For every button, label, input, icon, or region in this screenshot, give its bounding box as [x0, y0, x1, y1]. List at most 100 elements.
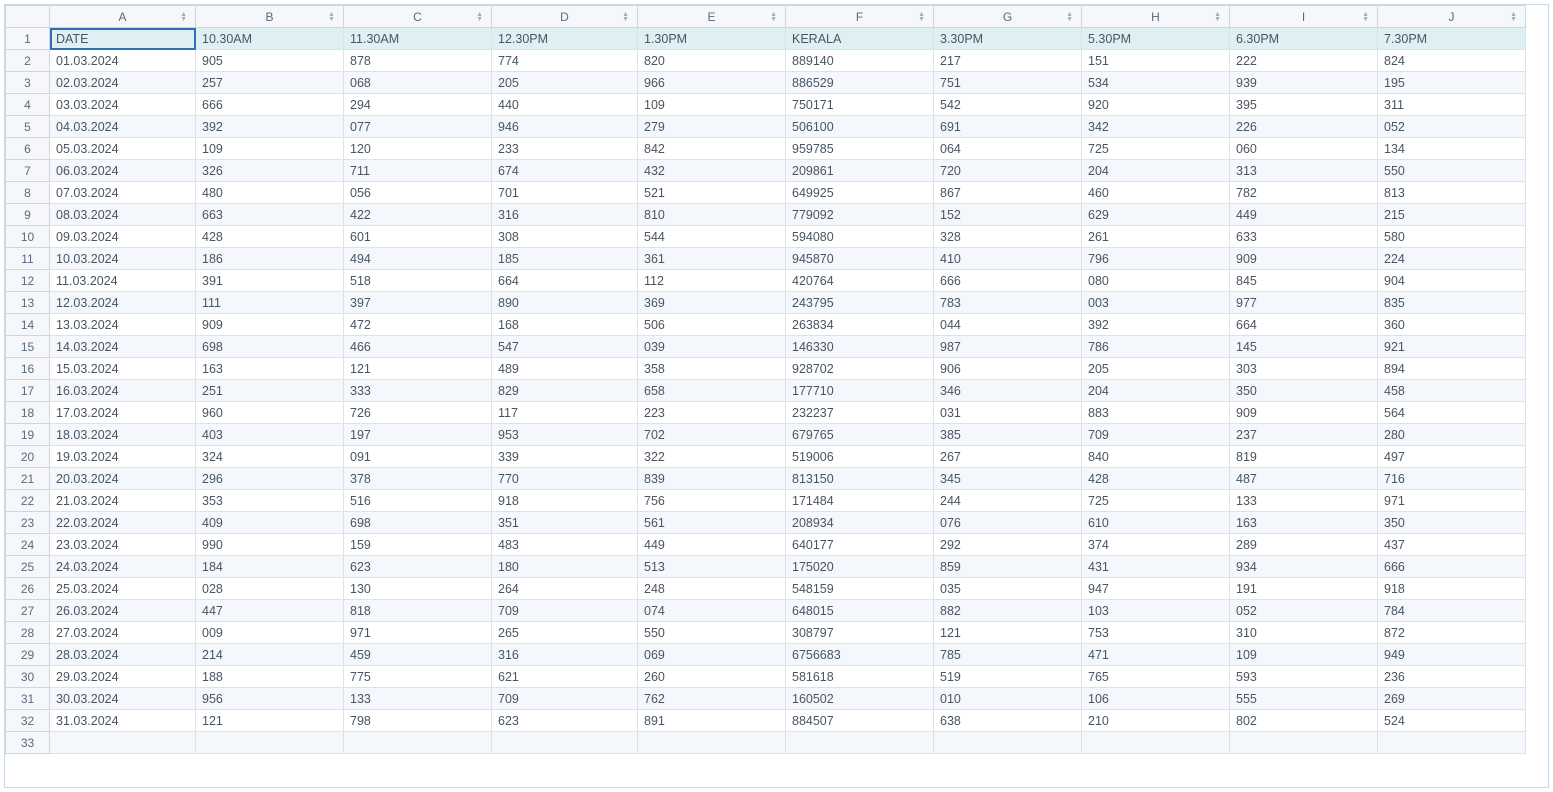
cell-H6[interactable]: 725 — [1082, 138, 1230, 160]
cell-H29[interactable]: 471 — [1082, 644, 1230, 666]
cell-I11[interactable]: 909 — [1230, 248, 1378, 270]
cell-F29[interactable]: 6756683 — [786, 644, 934, 666]
row-header-27[interactable]: 27 — [6, 600, 50, 622]
cell-J1[interactable]: 7.30PM — [1378, 28, 1526, 50]
cell-D31[interactable]: 709 — [492, 688, 638, 710]
cell-D4[interactable]: 440 — [492, 94, 638, 116]
cell-G21[interactable]: 345 — [934, 468, 1082, 490]
cell-B28[interactable]: 009 — [196, 622, 344, 644]
cell-C9[interactable]: 422 — [344, 204, 492, 226]
cell-C14[interactable]: 472 — [344, 314, 492, 336]
cell-D16[interactable]: 489 — [492, 358, 638, 380]
row-header-18[interactable]: 18 — [6, 402, 50, 424]
cell-E33[interactable] — [638, 732, 786, 754]
cell-J25[interactable]: 666 — [1378, 556, 1526, 578]
cell-A25[interactable]: 24.03.2024 — [50, 556, 196, 578]
cell-J14[interactable]: 360 — [1378, 314, 1526, 336]
column-header-A[interactable]: A▲▼ — [50, 6, 196, 28]
row-header-7[interactable]: 7 — [6, 160, 50, 182]
cell-F23[interactable]: 208934 — [786, 512, 934, 534]
cell-F27[interactable]: 648015 — [786, 600, 934, 622]
cell-E15[interactable]: 039 — [638, 336, 786, 358]
cell-D19[interactable]: 953 — [492, 424, 638, 446]
cell-C17[interactable]: 333 — [344, 380, 492, 402]
row-header-2[interactable]: 2 — [6, 50, 50, 72]
cell-C21[interactable]: 378 — [344, 468, 492, 490]
cell-E1[interactable]: 1.30PM — [638, 28, 786, 50]
cell-F32[interactable]: 884507 — [786, 710, 934, 732]
sort-icon[interactable]: ▲▼ — [622, 12, 629, 22]
cell-F9[interactable]: 779092 — [786, 204, 934, 226]
cell-F16[interactable]: 928702 — [786, 358, 934, 380]
cell-B10[interactable]: 428 — [196, 226, 344, 248]
cell-B11[interactable]: 186 — [196, 248, 344, 270]
cell-A3[interactable]: 02.03.2024 — [50, 72, 196, 94]
cell-F30[interactable]: 581618 — [786, 666, 934, 688]
cell-C19[interactable]: 197 — [344, 424, 492, 446]
cell-B4[interactable]: 666 — [196, 94, 344, 116]
cell-C10[interactable]: 601 — [344, 226, 492, 248]
cell-F21[interactable]: 813150 — [786, 468, 934, 490]
row-header-13[interactable]: 13 — [6, 292, 50, 314]
cell-C11[interactable]: 494 — [344, 248, 492, 270]
cell-I32[interactable]: 802 — [1230, 710, 1378, 732]
cell-G28[interactable]: 121 — [934, 622, 1082, 644]
cell-F19[interactable]: 679765 — [786, 424, 934, 446]
cell-E20[interactable]: 322 — [638, 446, 786, 468]
cell-G24[interactable]: 292 — [934, 534, 1082, 556]
cell-G20[interactable]: 267 — [934, 446, 1082, 468]
cell-I19[interactable]: 237 — [1230, 424, 1378, 446]
cell-E3[interactable]: 966 — [638, 72, 786, 94]
cell-D32[interactable]: 623 — [492, 710, 638, 732]
row-header-11[interactable]: 11 — [6, 248, 50, 270]
cell-A31[interactable]: 30.03.2024 — [50, 688, 196, 710]
cell-G26[interactable]: 035 — [934, 578, 1082, 600]
cell-G5[interactable]: 691 — [934, 116, 1082, 138]
cell-A5[interactable]: 04.03.2024 — [50, 116, 196, 138]
cell-C28[interactable]: 971 — [344, 622, 492, 644]
cell-C20[interactable]: 091 — [344, 446, 492, 468]
cell-G15[interactable]: 987 — [934, 336, 1082, 358]
cell-C15[interactable]: 466 — [344, 336, 492, 358]
cell-D33[interactable] — [492, 732, 638, 754]
row-header-24[interactable]: 24 — [6, 534, 50, 556]
cell-H2[interactable]: 151 — [1082, 50, 1230, 72]
cell-E4[interactable]: 109 — [638, 94, 786, 116]
cell-F24[interactable]: 640177 — [786, 534, 934, 556]
cell-C8[interactable]: 056 — [344, 182, 492, 204]
cell-I1[interactable]: 6.30PM — [1230, 28, 1378, 50]
cell-I29[interactable]: 109 — [1230, 644, 1378, 666]
cell-G18[interactable]: 031 — [934, 402, 1082, 424]
cell-G17[interactable]: 346 — [934, 380, 1082, 402]
sort-icon[interactable]: ▲▼ — [328, 12, 335, 22]
cell-C6[interactable]: 120 — [344, 138, 492, 160]
cell-C12[interactable]: 518 — [344, 270, 492, 292]
cell-C13[interactable]: 397 — [344, 292, 492, 314]
cell-A12[interactable]: 11.03.2024 — [50, 270, 196, 292]
cell-B6[interactable]: 109 — [196, 138, 344, 160]
cell-A26[interactable]: 25.03.2024 — [50, 578, 196, 600]
cell-J33[interactable] — [1378, 732, 1526, 754]
cell-I2[interactable]: 222 — [1230, 50, 1378, 72]
row-header-22[interactable]: 22 — [6, 490, 50, 512]
cell-E7[interactable]: 432 — [638, 160, 786, 182]
cell-I24[interactable]: 289 — [1230, 534, 1378, 556]
cell-C25[interactable]: 623 — [344, 556, 492, 578]
row-header-20[interactable]: 20 — [6, 446, 50, 468]
cell-A29[interactable]: 28.03.2024 — [50, 644, 196, 666]
cell-I28[interactable]: 310 — [1230, 622, 1378, 644]
cell-F20[interactable]: 519006 — [786, 446, 934, 468]
cell-A11[interactable]: 10.03.2024 — [50, 248, 196, 270]
cell-G10[interactable]: 328 — [934, 226, 1082, 248]
cell-F3[interactable]: 886529 — [786, 72, 934, 94]
row-header-33[interactable]: 33 — [6, 732, 50, 754]
cell-H26[interactable]: 947 — [1082, 578, 1230, 600]
column-header-G[interactable]: G▲▼ — [934, 6, 1082, 28]
row-header-6[interactable]: 6 — [6, 138, 50, 160]
cell-F4[interactable]: 750171 — [786, 94, 934, 116]
cell-A2[interactable]: 01.03.2024 — [50, 50, 196, 72]
row-header-8[interactable]: 8 — [6, 182, 50, 204]
cell-J2[interactable]: 824 — [1378, 50, 1526, 72]
column-header-F[interactable]: F▲▼ — [786, 6, 934, 28]
cell-A14[interactable]: 13.03.2024 — [50, 314, 196, 336]
